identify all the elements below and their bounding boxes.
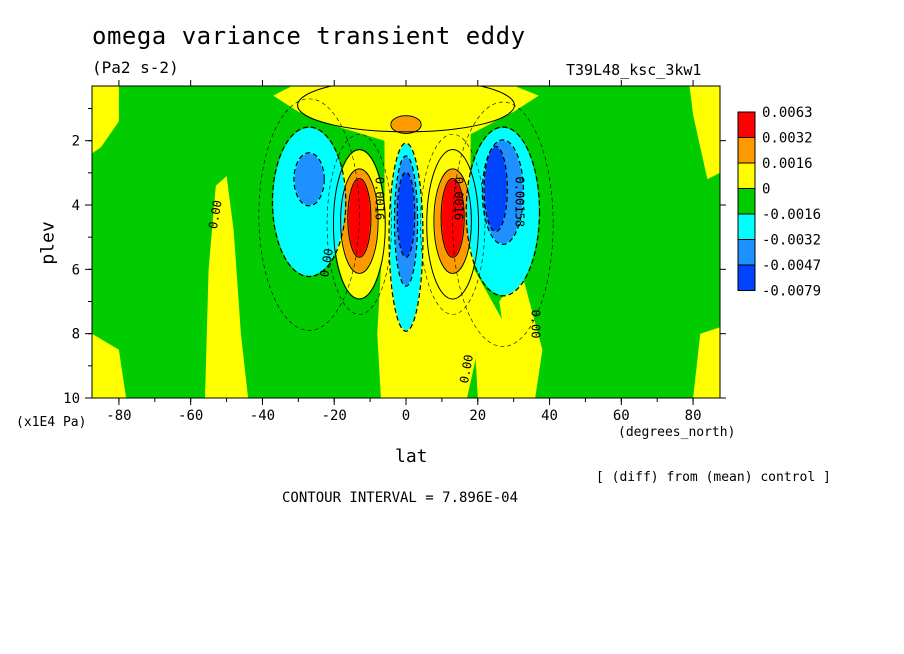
chart-title: omega variance transient eddy <box>92 22 526 50</box>
contour-line-15 <box>483 145 508 233</box>
contour-line-10 <box>396 171 416 258</box>
field-region-6 <box>689 86 720 180</box>
y-axis-unit: (x1E4 Pa) <box>16 415 87 430</box>
field-region-2 <box>205 176 249 398</box>
x-tick-label: 40 <box>541 408 558 424</box>
field-region-4 <box>470 262 518 398</box>
colorbar-swatch-0 <box>737 111 756 138</box>
field-blob-15 <box>484 147 507 231</box>
y-tick-label: 2 <box>72 134 80 150</box>
x-tick-label: 80 <box>685 408 702 424</box>
colorbar-label-6: -0.0047 <box>762 258 821 274</box>
contour-outer-2 <box>326 133 392 315</box>
colorbar-swatch-5 <box>737 239 756 266</box>
colorbar-swatch-1 <box>737 137 756 164</box>
contour-line-1 <box>390 115 422 134</box>
field-region-7 <box>693 327 720 398</box>
colorbar-label-5: -0.0032 <box>762 233 821 249</box>
y-tick-label: 4 <box>72 198 80 214</box>
colorbar-label-7: -0.0079 <box>762 284 821 300</box>
colorbar-swatch-2 <box>737 162 756 189</box>
x-tick-label: -20 <box>322 408 347 424</box>
x-tick-label: -80 <box>106 408 131 424</box>
colorbar-label-1: 0.0032 <box>762 131 813 147</box>
contour-line-6 <box>433 168 472 274</box>
x-tick-label: -60 <box>178 408 203 424</box>
contour-line-13 <box>465 126 541 297</box>
contour-outer-3 <box>420 133 486 315</box>
contour-line-2 <box>332 149 386 300</box>
y-axis-label: plev <box>37 221 59 265</box>
contour-line-3 <box>340 168 379 274</box>
x-tick-label: -40 <box>250 408 275 424</box>
contour-outer-1 <box>452 101 554 347</box>
field-blob-10 <box>398 172 414 257</box>
contour-label-3: 0.0016 <box>452 177 466 220</box>
contour-line-9 <box>393 155 419 287</box>
contour-outer-0 <box>258 98 360 331</box>
colorbar-label-4: -0.0016 <box>762 207 821 223</box>
contour-line-5 <box>426 149 480 300</box>
contour-line-12 <box>293 152 325 207</box>
contour-label-1: 0.00 <box>317 247 336 278</box>
field-blob-1 <box>391 116 421 133</box>
plot-field: 0.00 0.00 0.0016 0.0016 0.00 0.00158 0.00 <box>92 86 720 398</box>
contour-line-11 <box>271 126 347 278</box>
contour-interval: CONTOUR INTERVAL = 7.896E-04 <box>282 490 519 506</box>
contour-line-4 <box>347 177 372 258</box>
contour-label-2: 0.0016 <box>373 177 387 220</box>
field-region-5 <box>499 269 543 398</box>
colorbar-label-2: 0.0016 <box>762 156 813 172</box>
colorbar-swatch-4 <box>737 213 756 240</box>
contour-label-4: 0.00 <box>457 354 476 385</box>
contour-label-0: 0.00 <box>206 199 225 230</box>
field-blob-12 <box>294 153 324 206</box>
colorbar-label-3: 0 <box>762 182 770 198</box>
field-blob-0 <box>298 86 514 132</box>
colorbar-swatch-3 <box>737 188 756 215</box>
colorbar-swatch-6 <box>737 264 756 291</box>
chart-units: (Pa2 s-2) <box>92 58 179 77</box>
contour-line-8 <box>388 142 424 332</box>
field-region-0 <box>92 86 119 154</box>
contour-label-6: 0.00 <box>529 310 543 339</box>
run-label: T39L48_ksc_3kw1 <box>566 61 702 79</box>
x-tick-label: 60 <box>613 408 630 424</box>
x-axis-unit: (degrees_north) <box>618 425 736 440</box>
colorbar-label-0: 0.0063 <box>762 105 813 121</box>
field-region-1 <box>92 333 127 398</box>
x-tick-label: 0 <box>402 408 410 424</box>
y-tick-label: 10 <box>63 391 80 407</box>
x-tick-label: 20 <box>469 408 486 424</box>
contour-line-7 <box>440 177 465 258</box>
x-axis-label: lat <box>395 446 428 467</box>
contour-label-5: 0.00158 <box>513 177 527 228</box>
contour-line-14 <box>481 139 525 246</box>
y-tick-label: 8 <box>72 327 80 343</box>
y-tick-label: 6 <box>72 262 80 278</box>
diff-note: [ (diff) from (mean) control ] <box>596 470 831 485</box>
